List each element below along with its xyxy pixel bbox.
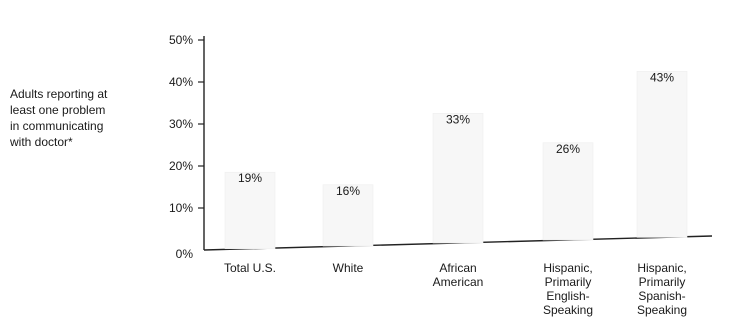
bar	[432, 113, 484, 244]
bar-value-label: 43%	[650, 70, 674, 84]
y-tick-label: 40%	[169, 75, 193, 89]
y-ticks: 0% 10% 20% 30% 40% 50%	[169, 33, 204, 261]
x-tick-label: Primarily	[639, 275, 686, 289]
x-tick-labels: Total U.S. White AfricanAmericanHispanic,P…	[224, 261, 687, 317]
x-tick-label: American	[433, 275, 484, 289]
y-tick-label: 30%	[169, 117, 193, 131]
y-axis-label-line: least one problem	[10, 103, 106, 117]
bars: 19% 16% 33% 26% 43%	[224, 70, 688, 250]
bar	[542, 142, 594, 241]
x-tick-label: Speaking	[637, 303, 687, 317]
x-tick-label: Total U.S.	[224, 261, 276, 275]
bar	[636, 71, 688, 238]
y-tick-label: 20%	[169, 159, 193, 173]
y-tick-label: 50%	[169, 33, 193, 47]
y-axis-label-line: with doctor*	[10, 135, 73, 149]
bar	[322, 184, 374, 247]
x-tick-label: Primarily	[545, 275, 592, 289]
x-tick-label: Hispanic,	[543, 261, 592, 275]
bar	[224, 171, 276, 250]
y-axis-label-line: in communicating	[10, 119, 104, 133]
y-axis-label: Adults reporting at least one problem in…	[10, 86, 160, 150]
y-tick-label: 10%	[169, 201, 193, 215]
bar-value-label: 26%	[556, 142, 580, 156]
x-tick-label: Spanish-	[638, 289, 685, 303]
bar-value-label: 16%	[336, 184, 360, 198]
x-tick-label: English-	[546, 289, 589, 303]
x-tick-label: Hispanic,	[637, 261, 686, 275]
y-axis-label-line: Adults reporting at	[10, 87, 108, 101]
bar-value-label: 33%	[446, 112, 470, 126]
y-tick-label: 0%	[176, 247, 194, 261]
x-tick-label: Speaking	[543, 303, 593, 317]
x-tick-label: White	[333, 261, 364, 275]
x-tick-label: African	[439, 261, 476, 275]
bar-value-label: 19%	[238, 171, 262, 185]
